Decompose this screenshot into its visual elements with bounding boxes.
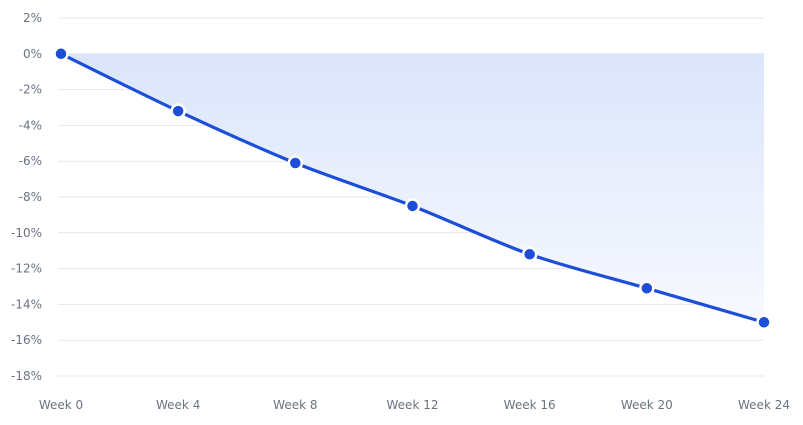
data-point[interactable] [404, 198, 421, 214]
y-tick-label: 2% [23, 11, 42, 25]
area-fill [61, 53, 764, 323]
y-tick-label: -2% [19, 83, 42, 97]
y-axis-ticks: 2% 0% -2% -4% -6% -8% -10% -12% -14% -16% -18% [11, 11, 42, 383]
x-tick-label: Week 12 [387, 398, 439, 412]
y-tick-label: -4% [19, 118, 42, 132]
data-point[interactable] [287, 155, 304, 171]
x-tick-label: Week 24 [738, 398, 790, 412]
data-point-layer [53, 46, 772, 331]
data-point[interactable] [170, 103, 186, 119]
data-point[interactable] [756, 314, 772, 331]
y-tick-label: -14% [11, 297, 42, 311]
data-point[interactable] [521, 246, 538, 263]
x-tick-label: Week 0 [39, 398, 83, 412]
x-axis-ticks: Week 0 Week 4 Week 8 Week 12 Week 16 Week 20 W… [39, 398, 790, 412]
data-point[interactable] [53, 46, 69, 62]
y-tick-label: -18% [11, 369, 42, 383]
y-tick-label: -16% [11, 333, 42, 347]
x-tick-label: Week 20 [621, 398, 673, 412]
y-tick-label: -10% [11, 226, 42, 240]
y-tick-label: 0% [23, 47, 42, 61]
x-tick-label: Week 16 [504, 398, 556, 412]
y-tick-label: -6% [19, 154, 42, 168]
x-tick-label: Week 8 [273, 398, 317, 412]
x-tick-label: Week 4 [156, 398, 200, 412]
data-point[interactable] [639, 280, 655, 297]
y-tick-label: -8% [19, 190, 42, 204]
y-tick-label: -12% [11, 262, 42, 276]
area-fill-layer [61, 53, 764, 323]
